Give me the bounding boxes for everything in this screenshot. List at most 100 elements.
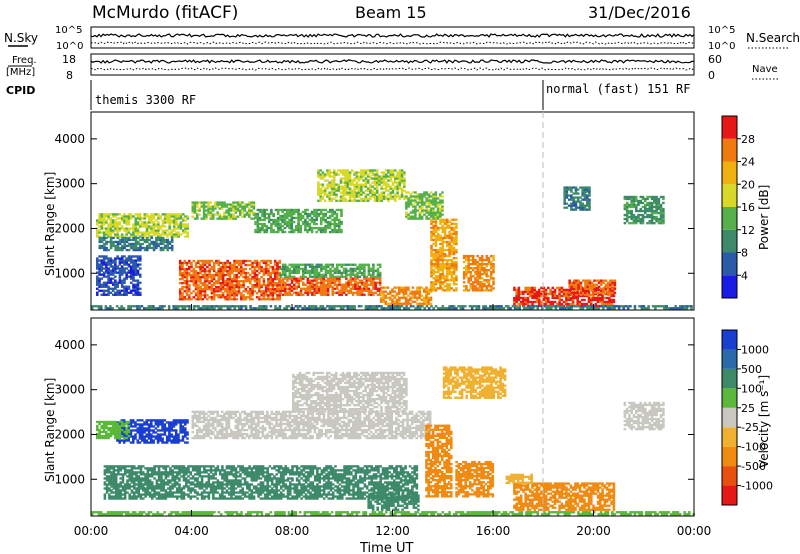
colorbar-swatch bbox=[722, 116, 737, 139]
power-region bbox=[98, 236, 174, 252]
velocity-colorbar-label: Velocity [m s⁻¹] bbox=[757, 375, 771, 468]
colorbar-tick-label: 25 bbox=[741, 402, 755, 415]
nsky-label: N.Sky bbox=[4, 31, 38, 45]
colorbar-swatch bbox=[722, 229, 737, 253]
xtick-label: 00:00 bbox=[74, 524, 109, 538]
colorbar-tick-label: 24 bbox=[741, 156, 755, 169]
colorbar-swatch bbox=[722, 427, 737, 447]
colorbar-swatch bbox=[722, 446, 737, 467]
velocity-region bbox=[292, 371, 408, 413]
trace-solid bbox=[90, 33, 695, 38]
xtick-label: 12:00 bbox=[375, 524, 410, 538]
colorbar-tick-label: 12 bbox=[741, 224, 755, 237]
colorbar-tick-label: 4 bbox=[741, 269, 748, 282]
power-colorbar: 4 8 12 16 20 24 28 Power [dB] bbox=[721, 115, 771, 299]
xtick-label: 00:00 bbox=[677, 524, 712, 538]
colorbar-tick-label: 16 bbox=[741, 201, 755, 214]
cpid-segment-1: themis 3300 RF bbox=[95, 93, 196, 107]
nsearch-tick-top: 10^5 bbox=[708, 25, 735, 36]
freq-tick-bottom: 8 bbox=[66, 69, 73, 82]
nave-tick-bottom: 0 bbox=[708, 69, 715, 82]
colorbar-swatch bbox=[722, 368, 737, 389]
xtick-label: 20:00 bbox=[576, 524, 611, 538]
colorbar-tick-label: -1000 bbox=[741, 480, 773, 493]
trace-dotted bbox=[90, 67, 695, 71]
power-region bbox=[430, 218, 458, 292]
colorbar-tick-label: 100 bbox=[741, 382, 762, 395]
power-region bbox=[568, 279, 617, 296]
power-region bbox=[405, 191, 444, 220]
freq-tick-top: 18 bbox=[62, 53, 76, 66]
freq-unit-label: [MHz] bbox=[6, 67, 35, 78]
power-region bbox=[563, 186, 591, 211]
colorbar-tick-label: 8 bbox=[741, 247, 748, 260]
velocity-region bbox=[505, 473, 533, 485]
date-title: 31/Dec/2016 bbox=[588, 3, 691, 22]
station-title: McMurdo (fitACF) bbox=[92, 3, 238, 23]
ytick-label: 3000 bbox=[54, 177, 85, 191]
nsky-panel: N.Sky 10^5 10^0 10^5 10^0 N.Search bbox=[4, 25, 800, 52]
colorbar-tick-label: 500 bbox=[741, 363, 762, 376]
colorbar-tick-label: -100 bbox=[741, 441, 766, 454]
colorbar-swatch bbox=[722, 207, 737, 230]
ytick-label: 2000 bbox=[54, 427, 85, 441]
colorbar-swatch bbox=[722, 485, 737, 505]
power-region bbox=[317, 169, 406, 202]
ytick-label: 1000 bbox=[54, 472, 85, 486]
colorbar-swatch bbox=[722, 388, 737, 408]
velocity-region bbox=[623, 401, 665, 431]
cpid-strip: CPID themis 3300 RF normal (fast) 151 RF bbox=[6, 80, 691, 110]
time-axis-label: Time UT bbox=[359, 541, 413, 554]
cpid-segment-2: normal (fast) 151 RF bbox=[546, 82, 691, 96]
velocity-region bbox=[91, 511, 696, 516]
nsky-tick-top: 10^5 bbox=[55, 25, 82, 36]
nave-label: Nave bbox=[752, 64, 778, 75]
colorbar-tick-label: 28 bbox=[741, 133, 755, 146]
nave-tick-top: 60 bbox=[708, 53, 722, 66]
trace-solid bbox=[90, 59, 695, 64]
colorbar-swatch bbox=[722, 466, 737, 486]
nsky-tick-bottom: 10^0 bbox=[56, 41, 83, 52]
velocity-region bbox=[425, 424, 453, 498]
power-ylabel: Slant Range [km] bbox=[43, 172, 57, 276]
velocity-panel: 1000 2000 3000 4000 00:00 04:00 08:00 12:00 16:… bbox=[43, 304, 711, 554]
colorbar-tick-label: -25 bbox=[741, 421, 759, 434]
power-region bbox=[279, 263, 382, 279]
ytick-label: 2000 bbox=[54, 221, 85, 235]
power-region bbox=[379, 286, 433, 305]
velocity-region bbox=[513, 482, 616, 511]
freq-panel: Freq. [MHz] 18 8 60 0 Nave bbox=[6, 53, 778, 82]
colorbar-tick-label: 1000 bbox=[741, 343, 769, 356]
velocity-region bbox=[103, 465, 419, 500]
power-region bbox=[279, 277, 382, 296]
colorbar-swatch bbox=[722, 407, 737, 428]
velocity-ylabel: Slant Range [km] bbox=[43, 378, 57, 482]
power-region bbox=[623, 195, 665, 225]
ytick-label: 1000 bbox=[54, 266, 85, 280]
xtick-label: 04:00 bbox=[174, 524, 209, 538]
ytick-label: 4000 bbox=[54, 132, 85, 146]
colorbar-swatch bbox=[722, 252, 737, 276]
power-region bbox=[462, 254, 495, 292]
power-region bbox=[96, 213, 190, 238]
power-colorbar-label: Power [dB] bbox=[757, 185, 771, 250]
power-region bbox=[191, 201, 256, 220]
trace-dotted bbox=[90, 41, 695, 45]
velocity-region bbox=[191, 410, 432, 440]
ytick-label: 4000 bbox=[54, 338, 85, 352]
colorbar-tick-label: -500 bbox=[741, 460, 766, 473]
velocity-region bbox=[367, 492, 420, 511]
colorbar-swatch bbox=[722, 349, 737, 369]
power-panel: 1000 2000 3000 4000 Slant Range [km] bbox=[43, 111, 695, 311]
xtick-label: 16:00 bbox=[476, 524, 511, 538]
beam-title: Beam 15 bbox=[355, 3, 427, 22]
power-region bbox=[254, 208, 343, 234]
xtick-label: 08:00 bbox=[275, 524, 310, 538]
velocity-colorbar: 1000 500 100 25 -25 -100 -500 -1000 Velocity [m… bbox=[721, 329, 773, 506]
power-region bbox=[96, 255, 142, 296]
colorbar-swatch bbox=[722, 184, 737, 207]
nsearch-tick-bottom: 10^0 bbox=[708, 41, 735, 52]
nsearch-label: N.Search bbox=[746, 31, 800, 45]
colorbar-swatch bbox=[722, 330, 737, 350]
